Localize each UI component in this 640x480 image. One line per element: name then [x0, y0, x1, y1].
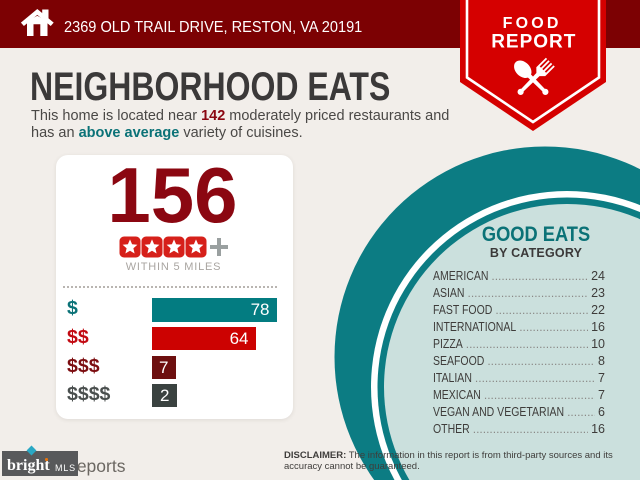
svg-text:REPORT: REPORT [491, 31, 576, 52]
svg-text:FOOD: FOOD [503, 15, 562, 32]
